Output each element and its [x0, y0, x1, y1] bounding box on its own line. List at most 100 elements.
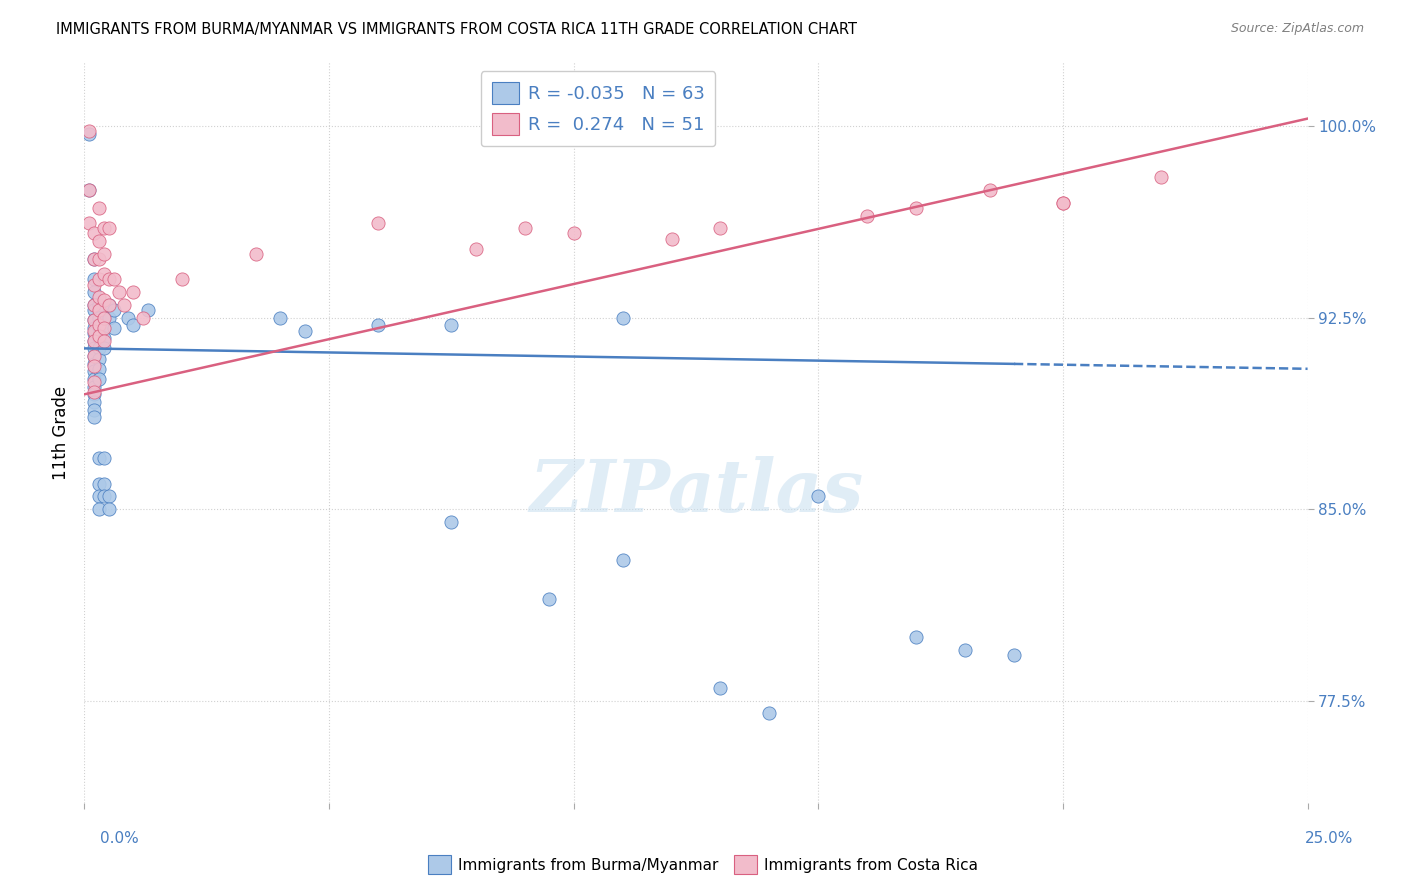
Point [136, 303, 159, 318]
Point [661, 231, 683, 245]
Point [83, 364, 105, 378]
Point [440, 318, 463, 333]
Point [87, 490, 110, 504]
Point [83, 285, 105, 300]
Point [77, 183, 100, 197]
Y-axis label: 11th Grade: 11th Grade [52, 385, 70, 480]
Point [294, 324, 316, 338]
Point [905, 201, 928, 215]
Point [97, 310, 120, 325]
Point [87, 252, 110, 266]
Point [77, 127, 100, 141]
Text: Source: ZipAtlas.com: Source: ZipAtlas.com [1230, 22, 1364, 36]
Point [87, 502, 110, 516]
Point [87, 372, 110, 386]
Point [87, 303, 110, 318]
Point [87, 342, 110, 356]
Point [83, 410, 105, 425]
Point [122, 318, 145, 333]
Point [83, 342, 105, 356]
Point [93, 247, 115, 261]
Point [612, 553, 634, 567]
Point [117, 310, 139, 325]
Point [87, 331, 110, 345]
Point [87, 328, 110, 343]
Point [87, 318, 110, 333]
Point [107, 285, 129, 300]
Point [97, 502, 120, 516]
Legend: R = -0.035   N = 63, R =  0.274   N = 51: R = -0.035 N = 63, R = 0.274 N = 51 [481, 71, 716, 146]
Point [97, 490, 120, 504]
Point [83, 252, 105, 266]
Point [97, 298, 120, 312]
Point [440, 515, 463, 529]
Point [83, 326, 105, 340]
Point [93, 490, 115, 504]
Point [562, 227, 585, 241]
Point [464, 242, 486, 256]
Point [112, 298, 135, 312]
Point [93, 451, 115, 466]
Point [93, 476, 115, 491]
Point [612, 310, 634, 325]
Point [83, 334, 105, 348]
Point [83, 349, 105, 363]
Point [97, 298, 120, 312]
Point [87, 298, 110, 312]
Point [83, 379, 105, 393]
Point [93, 331, 115, 345]
Point [83, 298, 105, 312]
Point [1150, 170, 1173, 185]
Point [83, 395, 105, 409]
Point [83, 375, 105, 389]
Point [905, 630, 928, 644]
Point [103, 303, 125, 318]
Point [122, 285, 145, 300]
Point [97, 272, 120, 286]
Point [709, 221, 731, 235]
Point [87, 321, 110, 335]
Point [245, 247, 267, 261]
Point [83, 313, 105, 327]
Point [87, 272, 110, 286]
Point [83, 272, 105, 286]
Point [538, 591, 561, 606]
Point [103, 272, 125, 286]
Point [83, 321, 105, 335]
Point [87, 310, 110, 325]
Point [93, 310, 115, 325]
Point [87, 476, 110, 491]
Point [709, 681, 731, 695]
Point [83, 277, 105, 292]
Point [77, 216, 100, 230]
Point [758, 706, 780, 721]
Point [93, 268, 115, 282]
Point [83, 303, 105, 318]
Point [87, 201, 110, 215]
Point [83, 372, 105, 386]
Point [103, 321, 125, 335]
Point [269, 310, 291, 325]
Point [1002, 648, 1025, 662]
Point [97, 221, 120, 235]
Text: 0.0%: 0.0% [100, 831, 139, 846]
Point [87, 361, 110, 376]
Point [93, 221, 115, 235]
Point [93, 310, 115, 325]
Point [83, 227, 105, 241]
Point [93, 321, 115, 335]
Text: ZIPatlas: ZIPatlas [529, 457, 863, 527]
Point [93, 334, 115, 348]
Point [93, 321, 115, 335]
Point [83, 359, 105, 374]
Point [83, 298, 105, 312]
Point [807, 490, 830, 504]
Point [87, 351, 110, 366]
Point [172, 272, 194, 286]
Text: 25.0%: 25.0% [1305, 831, 1353, 846]
Point [83, 357, 105, 371]
Point [93, 293, 115, 307]
Point [83, 402, 105, 417]
Point [87, 290, 110, 304]
Point [979, 183, 1001, 197]
